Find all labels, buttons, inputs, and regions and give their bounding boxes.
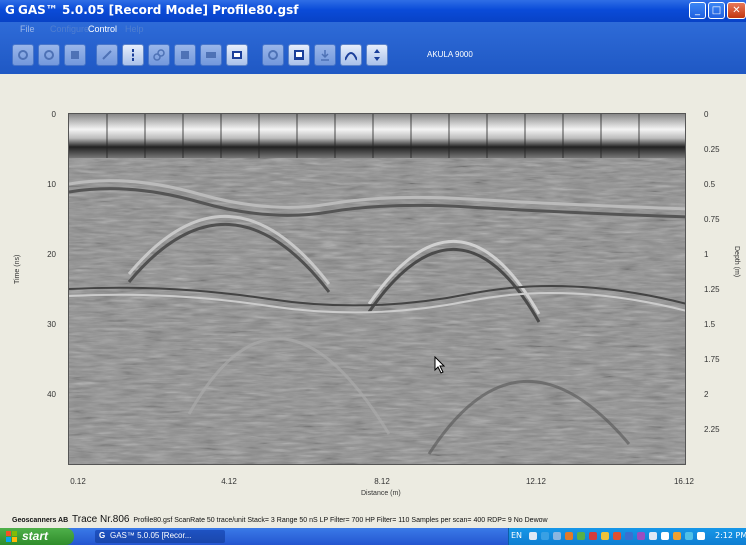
circle-button[interactable] <box>262 44 284 66</box>
tray-network-icon[interactable] <box>541 532 549 540</box>
device-label: AKULA 9000 <box>427 50 473 59</box>
link-icon <box>153 49 165 61</box>
app-logo-icon: G <box>99 531 106 540</box>
distance-tick: 8.12 <box>374 477 390 486</box>
comment-icon <box>206 52 216 58</box>
download-button[interactable] <box>314 44 336 66</box>
depth-tick: 0.75 <box>704 215 720 224</box>
tray-keyboard-icon[interactable] <box>529 532 537 540</box>
depth-tick: 2.25 <box>704 425 720 434</box>
distance-tick: 4.12 <box>221 477 237 486</box>
menu-configure[interactable]: Configure <box>50 24 90 34</box>
tray-app-icon[interactable] <box>613 532 621 540</box>
depth-tick: 1 <box>704 250 709 259</box>
depth-icon <box>374 49 380 61</box>
link-button[interactable] <box>148 44 170 66</box>
depth-tick: 1.25 <box>704 285 720 294</box>
start-label: start <box>22 529 49 543</box>
distance-tick: 12.12 <box>525 477 547 486</box>
edit-icon <box>102 50 112 60</box>
screen-icon <box>232 51 242 59</box>
tray-app-icon[interactable] <box>565 532 573 540</box>
save-button[interactable] <box>174 44 196 66</box>
menu-help[interactable]: Help <box>125 24 144 34</box>
scan-details: Profile80.gsf ScanRate 50 trace/unit Sta… <box>133 517 548 524</box>
status-line: Geoscanners AB Trace Nr.806 Profile80.gs… <box>0 510 746 528</box>
taskbar-item-label: GAS™ 5.0.05 [Recor... <box>110 531 192 540</box>
taskbar: start G GAS™ 5.0.05 [Recor... EN 2:12 PM <box>0 528 746 545</box>
depth-tick: 0.25 <box>704 145 720 154</box>
page-icon <box>294 50 304 60</box>
close-button[interactable]: ✕ <box>727 2 746 19</box>
menu-file[interactable]: File <box>20 24 35 34</box>
menu-control[interactable]: Control <box>88 24 118 34</box>
radargram-svg <box>69 114 685 464</box>
settings-button[interactable] <box>12 44 34 66</box>
tray-app-icon[interactable] <box>577 532 585 540</box>
tray-bluetooth-icon[interactable] <box>661 532 669 540</box>
tray-volume-icon[interactable] <box>697 532 705 540</box>
trace-number: Trace Nr.806 <box>72 514 130 525</box>
plot-area: 0 10 20 30 40 Time (ns) 0 0.25 0.5 0.75 … <box>0 74 746 510</box>
clock: 2:12 PM <box>715 531 746 540</box>
windows-flag-icon <box>6 531 17 542</box>
distance-tick: 0.12 <box>70 477 86 486</box>
hyperbola-button[interactable] <box>340 44 362 66</box>
depth-button[interactable] <box>366 44 388 66</box>
stop-icon <box>71 51 79 59</box>
depth-tick: 0 <box>704 110 709 119</box>
distance-tick: 16.12 <box>673 477 695 486</box>
tray-app-icon[interactable] <box>553 532 561 540</box>
hyperbola-icon <box>345 52 357 61</box>
time-tick: 10 <box>47 180 56 189</box>
system-tray: EN 2:12 PM <box>508 528 746 545</box>
settings-icon <box>18 50 28 60</box>
tray-app-icon[interactable] <box>685 532 693 540</box>
minimize-button[interactable]: _ <box>689 2 706 19</box>
toolbar: AKULA 9000 <box>6 43 746 69</box>
comment-button[interactable] <box>200 44 222 66</box>
title-bar: G GAS™ 5.0.05 [Record Mode] Profile80.gs… <box>0 0 746 22</box>
taskbar-item-gas[interactable]: G GAS™ 5.0.05 [Recor... <box>95 530 225 543</box>
start-button[interactable]: start <box>0 528 74 545</box>
window-title: GAS™ 5.0.05 [Record Mode] Profile80.gsf <box>18 3 299 17</box>
distance-axis-label: Distance (m) <box>361 490 401 497</box>
tray-app-icon[interactable] <box>673 532 681 540</box>
company-name: Geoscanners AB <box>12 517 69 524</box>
screen-button[interactable] <box>226 44 248 66</box>
mouse-pointer-icon <box>434 356 446 374</box>
tray-app-icon[interactable] <box>601 532 609 540</box>
download-icon <box>321 50 329 61</box>
time-tick: 40 <box>47 390 56 399</box>
status-text: Geoscanners AB Trace Nr.806 Profile80.gs… <box>12 514 548 525</box>
depth-tick: 1.75 <box>704 355 720 364</box>
app-logo-icon: G <box>5 3 15 17</box>
tray-app-icon[interactable] <box>637 532 645 540</box>
time-tick: 20 <box>47 250 56 259</box>
depth-tick: 2 <box>704 390 709 399</box>
time-tick: 30 <box>47 320 56 329</box>
language-indicator[interactable]: EN <box>511 531 523 540</box>
marker-button[interactable] <box>122 44 144 66</box>
record-button[interactable] <box>38 44 60 66</box>
edit-button[interactable] <box>96 44 118 66</box>
depth-axis-label: Depth (m) <box>733 246 740 278</box>
menu-toolbar-band: File Configure Control Help AKULA 9000 <box>0 22 746 74</box>
circle-icon <box>268 50 278 60</box>
tray-wifi-icon[interactable] <box>649 532 657 540</box>
tray-app-icon[interactable] <box>589 532 597 540</box>
stop-button[interactable] <box>64 44 86 66</box>
page-button[interactable] <box>288 44 310 66</box>
radargram-image[interactable] <box>68 113 686 465</box>
depth-tick: 1.5 <box>704 320 716 329</box>
record-icon <box>44 50 54 60</box>
depth-tick: 0.5 <box>704 180 716 189</box>
maximize-button[interactable]: □ <box>708 2 725 19</box>
tray-app-icon[interactable] <box>625 532 633 540</box>
save-icon <box>181 51 189 59</box>
menu-bar: File Configure Control Help <box>0 22 300 38</box>
time-tick: 0 <box>51 110 56 119</box>
time-axis-label: Time (ns) <box>14 254 21 284</box>
marker-icon <box>132 49 134 61</box>
